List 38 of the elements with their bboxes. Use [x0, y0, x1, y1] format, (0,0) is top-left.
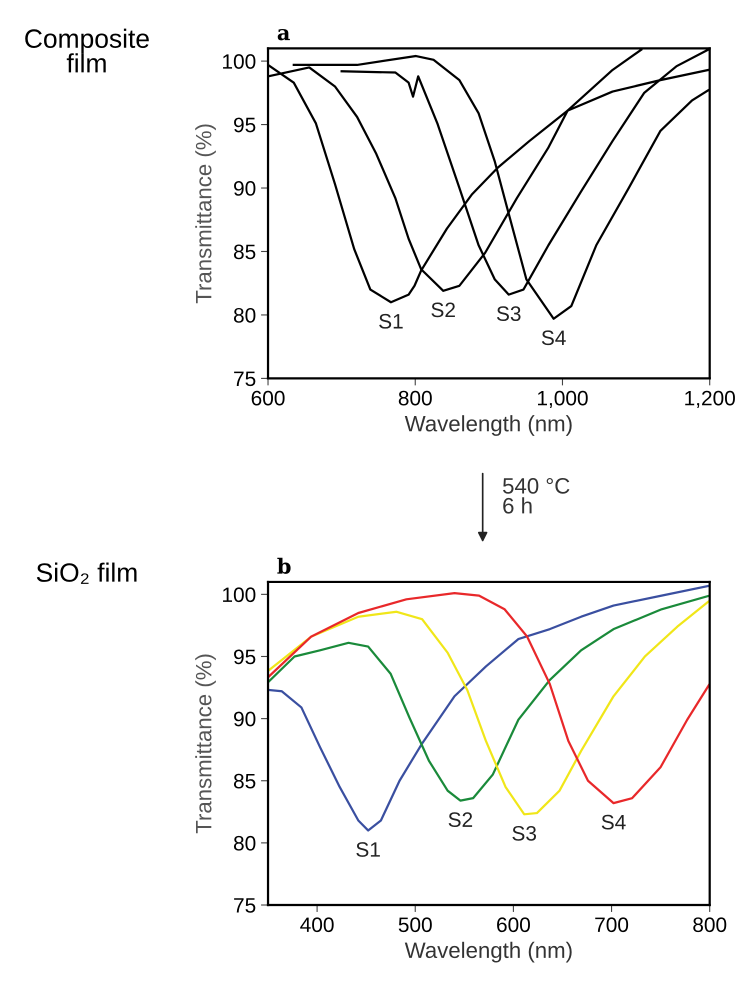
x-tick-label: 1,000	[538, 390, 588, 408]
chart-title: a	[278, 28, 290, 40]
x-tick-label: 400	[300, 917, 334, 932]
y-tick-label: 80	[234, 308, 256, 323]
series-label: S2	[431, 302, 455, 318]
y-tick-label: 100	[223, 54, 256, 69]
x-axis-title: Wavelength (nm)	[404, 415, 572, 436]
y-tick-label: 75	[234, 372, 256, 386]
x-axis-title: Wavelength (nm)	[404, 942, 572, 963]
y-tick-label: 80	[234, 836, 256, 851]
y-tick-label: 85	[234, 244, 256, 260]
x-tick-label: 1,200	[685, 390, 735, 408]
x-tick-label: 700	[595, 917, 628, 932]
x-tick-label: 800	[693, 917, 726, 932]
series-label: S1	[356, 842, 380, 857]
y-tick-label: 95	[234, 649, 256, 664]
y-tick-label: 90	[234, 181, 256, 196]
series-label: S2	[448, 812, 472, 828]
y-tick-label: 85	[234, 774, 256, 788]
x-tick-label: 600	[497, 917, 530, 932]
y-tick-label: 100	[223, 587, 256, 602]
y-tick-label: 95	[234, 118, 256, 132]
series-label: S4	[542, 330, 566, 346]
x-tick-label: 600	[252, 390, 285, 406]
x-tick-label: 800	[398, 390, 432, 406]
text: SiO₂ film	[36, 562, 136, 584]
text: 540 °C 6 h	[503, 478, 570, 514]
series-label: S3	[496, 306, 521, 322]
x-tick-label: 500	[398, 917, 432, 932]
y-axis-title: Transmittance (%)	[195, 654, 216, 834]
y-tick-label: 75	[234, 898, 256, 913]
y-axis-title: Transmittance (%)	[195, 124, 216, 304]
y-tick-label: 90	[234, 712, 256, 726]
series-label: S3	[512, 826, 536, 841]
series-label: S4	[602, 814, 626, 830]
series-label: S1	[379, 314, 403, 329]
chart-title: b	[277, 558, 291, 574]
text: Composite film	[25, 28, 149, 72]
